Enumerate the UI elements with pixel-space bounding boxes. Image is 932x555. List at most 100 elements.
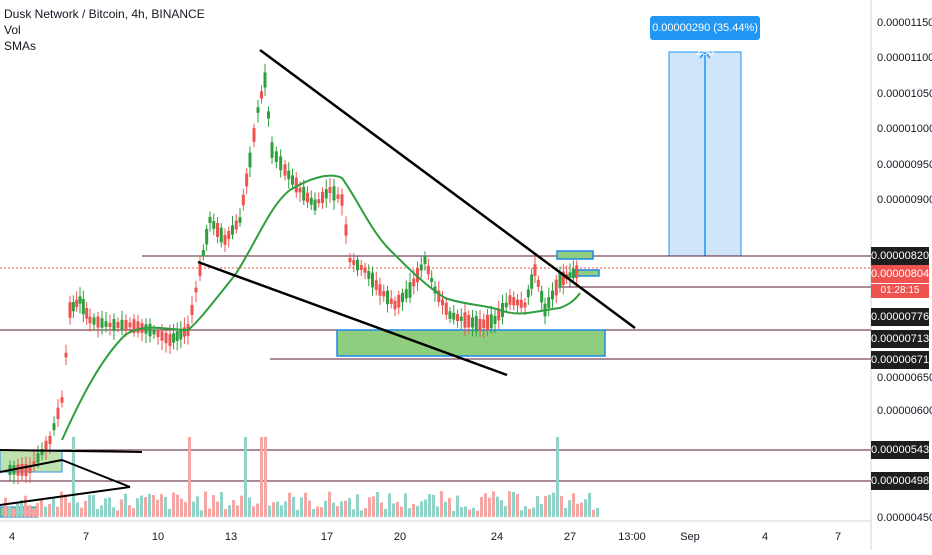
candle-body (540, 290, 544, 303)
candle-body (241, 194, 245, 206)
volume-bar (104, 498, 107, 517)
volume-bar (252, 506, 255, 517)
volume-bar (120, 499, 123, 517)
candle-body (512, 297, 516, 306)
left-line-top[interactable] (0, 449, 143, 453)
volume-bar (256, 503, 259, 517)
time-tick-label: 27 (564, 531, 576, 543)
volume-bar (356, 494, 359, 517)
volume-bar (584, 499, 587, 517)
candle-body (234, 220, 238, 230)
candle-body (367, 271, 371, 279)
volume-bar (576, 503, 579, 517)
candle-body (336, 194, 340, 199)
candle-body (172, 333, 176, 343)
volume-bar (172, 492, 175, 517)
volume-bar (20, 499, 23, 517)
candle-body (474, 315, 478, 332)
volume-bar (308, 500, 311, 517)
price-tick-label: 0.00000600 (877, 405, 932, 417)
volume-bar (176, 494, 179, 517)
candle-body (124, 320, 128, 330)
candle-body (294, 177, 298, 193)
volume-bar (592, 509, 595, 517)
volume-bar (372, 496, 375, 517)
volume-bar (524, 506, 527, 517)
candle-body (444, 302, 448, 315)
left-line-bottom[interactable] (0, 486, 131, 506)
measure-arrowhead (699, 50, 711, 59)
candle-body (260, 91, 263, 99)
volume-bar (284, 501, 287, 517)
volume-bar (240, 495, 243, 517)
candle-body (508, 295, 512, 305)
target-box-2[interactable] (574, 269, 600, 277)
volume-bar (80, 507, 83, 517)
candle-body (108, 322, 112, 328)
candle-body (156, 330, 160, 338)
volume-bar (8, 506, 11, 517)
candle-body (205, 228, 209, 245)
volume-bar (136, 498, 139, 517)
candle-body (554, 279, 558, 296)
upper-trendline[interactable] (259, 48, 636, 330)
candle-body (227, 231, 231, 239)
support-zone[interactable] (336, 329, 606, 357)
volume-bar (448, 497, 451, 517)
candle-body (551, 290, 554, 300)
candle-body (363, 267, 367, 273)
volume-bar (232, 500, 235, 517)
candle-body (568, 272, 572, 278)
volume-bar (552, 492, 555, 517)
volume-bar (244, 437, 247, 517)
volume-bar (112, 507, 115, 517)
candle-body (270, 142, 274, 158)
lower-trendline[interactable] (197, 260, 508, 377)
volume-bar (76, 502, 79, 517)
left-line-inner[interactable] (0, 459, 63, 473)
volume-bar (544, 496, 547, 517)
volume-bar (140, 495, 143, 517)
candle-body (212, 221, 216, 229)
candle-body (182, 327, 186, 337)
volume-bar (108, 497, 111, 517)
candle-body (348, 257, 352, 263)
volume-bar (488, 497, 491, 517)
volume-bar (588, 492, 591, 517)
volume-bar (440, 491, 443, 517)
target-box-1[interactable] (556, 250, 594, 260)
sma-indicator-label[interactable]: SMAs (4, 39, 37, 53)
volume-bar (412, 504, 415, 517)
candle-body (386, 290, 389, 305)
countdown-timer: 01:28:15 (871, 284, 929, 298)
volume-bar (344, 500, 347, 517)
volume-indicator-label[interactable]: Vol (4, 23, 21, 37)
volume-bar (548, 494, 551, 517)
candle-body (136, 321, 140, 333)
left-line-mid[interactable] (61, 459, 131, 488)
candle-body (575, 265, 579, 279)
symbol-title[interactable]: Dusk Network / Bitcoin, 4h, BINANCE (4, 7, 205, 21)
volume-bar (516, 494, 519, 517)
volume-bar (456, 495, 459, 517)
volume-bar (472, 507, 475, 517)
volume-bar (200, 510, 203, 517)
volume-bar (196, 496, 199, 517)
volume-bar (28, 505, 31, 517)
volume-bar (348, 498, 351, 517)
candle-body (164, 332, 168, 344)
price-tag-671: 0.00000671 (871, 351, 929, 369)
candle-body (28, 466, 32, 474)
volume-bar (432, 494, 435, 517)
volume-bar (500, 500, 503, 517)
volume-bar (260, 437, 263, 517)
time-tick-label: 13 (225, 531, 237, 543)
candle-body (252, 128, 256, 142)
candle-body (274, 151, 278, 163)
volume-bar (168, 509, 171, 517)
candle-body (231, 225, 234, 235)
candle-body (208, 216, 212, 224)
volume-bar (180, 498, 183, 517)
